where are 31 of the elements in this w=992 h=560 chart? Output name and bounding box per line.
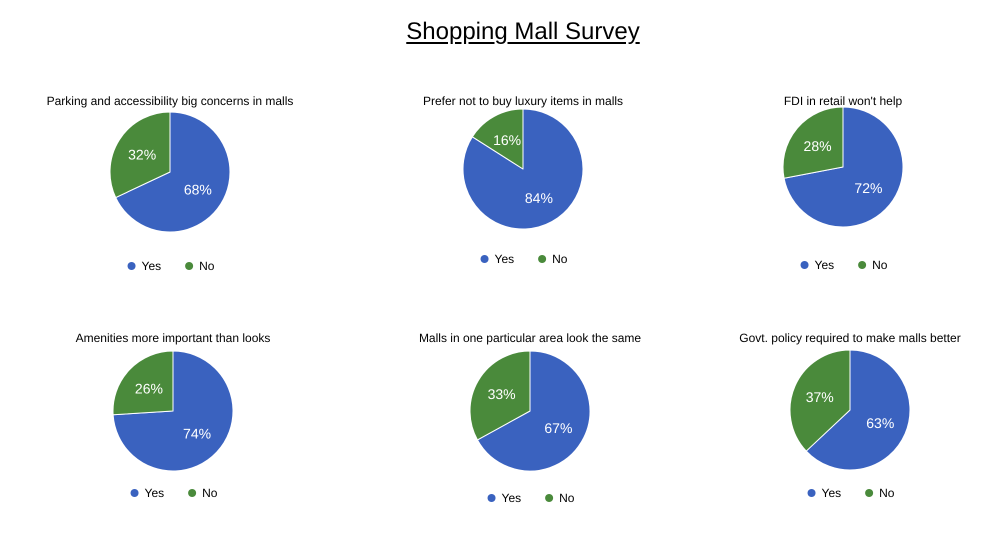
legend-label: No (552, 252, 568, 266)
chart-title: Malls in one particular area look the same (418, 331, 642, 345)
text: Shopping Mall Survey (406, 18, 640, 46)
data-label: 37% (806, 388, 834, 405)
legend-label: Yes (822, 486, 842, 500)
legend-label: Yes (142, 259, 162, 273)
legend-label: Yes (144, 486, 164, 500)
data-label: 33% (488, 386, 516, 402)
legend-label: Yes (814, 258, 834, 272)
data-label: 32% (128, 146, 156, 162)
data-label: 28% (804, 138, 832, 154)
legend-label: No (199, 259, 215, 273)
data-label: 84% (524, 190, 553, 206)
legend-label: No (559, 491, 575, 505)
data-label: 72% (854, 180, 882, 196)
legend-label: No (872, 258, 888, 272)
chart-title: Amenities more important than looks (76, 331, 270, 345)
legend-label: Yes (494, 252, 514, 266)
data-label: 63% (866, 415, 894, 432)
legend-label: Yes (502, 491, 522, 505)
data-label: 74% (183, 426, 212, 442)
chart-title: Parking and accessibility big concerns in malls (46, 94, 294, 108)
legend-label: No (879, 486, 895, 500)
data-label: 68% (184, 182, 212, 198)
data-label: 67% (544, 420, 572, 436)
chart-title: FDI in retail won't help (784, 94, 902, 108)
data-label: 16% (493, 132, 522, 148)
chart-title: Govt. policy required to make malls better (739, 331, 961, 345)
legend-label: No (202, 486, 218, 500)
chart-title: Prefer not to buy luxury items in malls (422, 94, 624, 108)
data-label: 26% (134, 380, 163, 396)
